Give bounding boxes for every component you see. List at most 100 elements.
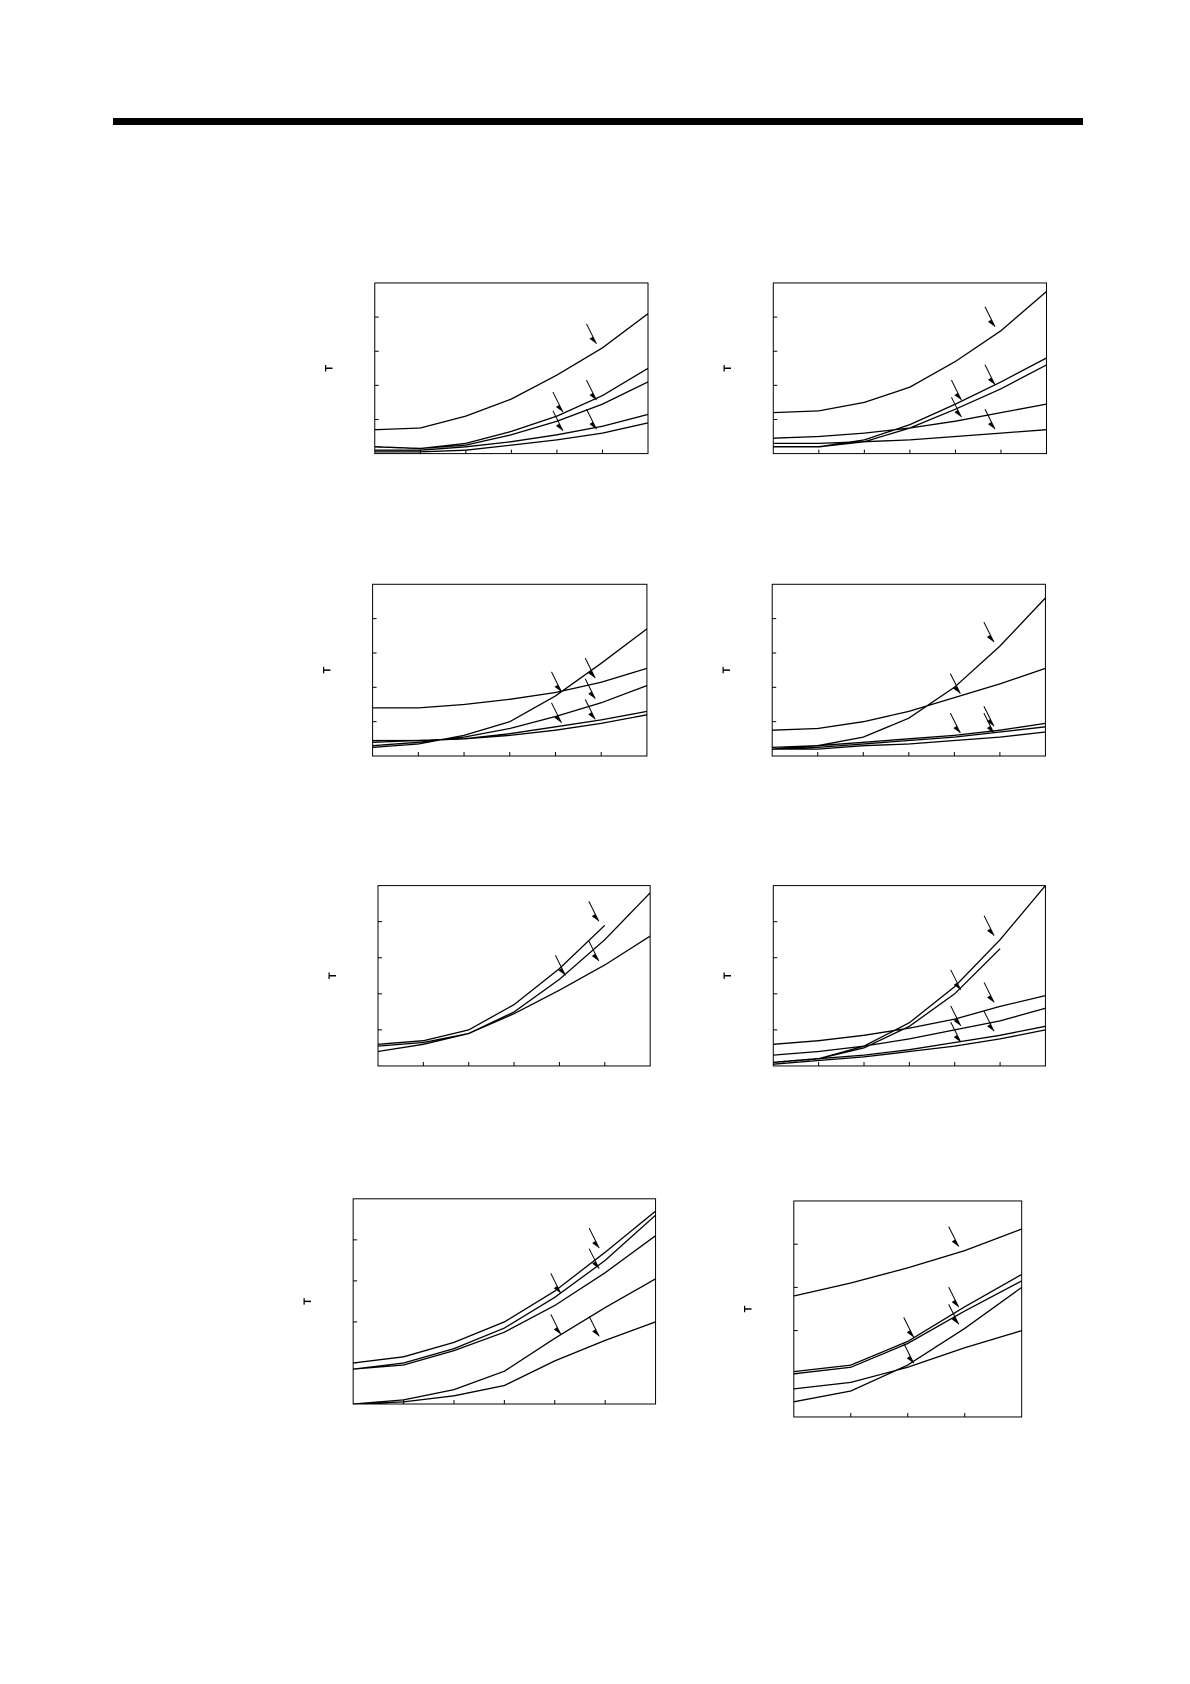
curve (772, 667, 1046, 731)
arrow (584, 657, 596, 679)
curve (773, 885, 1046, 1064)
y-axis-label: T (327, 972, 339, 979)
arrow-head (987, 928, 995, 936)
chart: T (324, 282, 649, 455)
arrow (588, 1227, 600, 1249)
arrow (588, 1248, 600, 1269)
arrow (949, 673, 961, 694)
arrow-head (906, 1330, 914, 1338)
chart: T (322, 583, 648, 757)
curve (353, 1214, 657, 1370)
arrow (983, 712, 995, 734)
curve (372, 710, 648, 743)
arrow (903, 1317, 915, 1338)
arrow-head (953, 726, 961, 734)
arrow (948, 1304, 960, 1325)
arrow (552, 410, 564, 432)
arrow (584, 699, 596, 720)
curve (773, 357, 1047, 448)
arrow-head (588, 712, 596, 720)
plot-frame (377, 885, 651, 1067)
curve (353, 1321, 656, 1405)
arrow (983, 1011, 995, 1032)
curve (772, 726, 1046, 750)
arrow-head (986, 726, 994, 734)
arrow-head (987, 995, 995, 1003)
curve (773, 1029, 1046, 1065)
arrow (584, 678, 596, 699)
curve (353, 1235, 656, 1370)
arrow-head (951, 1317, 959, 1325)
arrow-head (954, 393, 962, 401)
arrow (949, 712, 961, 734)
arrow (588, 1316, 600, 1337)
arrow-head (987, 319, 995, 327)
arrow (903, 1343, 915, 1364)
arrow (586, 323, 597, 345)
arrow (983, 982, 995, 1003)
y-axis-label: T (722, 365, 734, 372)
chart: T (302, 1198, 657, 1405)
curve (372, 628, 648, 749)
plot-frame (771, 583, 1046, 757)
curve (353, 1278, 656, 1405)
arrow-head (953, 982, 961, 990)
arrow (983, 621, 995, 643)
arrow-head (555, 405, 563, 413)
arrow-head (986, 719, 994, 727)
arrow-head (592, 1261, 600, 1269)
arrow-head (589, 393, 597, 401)
arrow (551, 671, 562, 693)
curve (773, 429, 1047, 445)
y-axis-label: T (302, 1298, 314, 1305)
y-axis-label: T (722, 972, 734, 979)
curve (773, 364, 1047, 448)
curve (793, 1286, 1023, 1403)
y-axis-label: T (322, 667, 334, 674)
curve (772, 722, 1046, 749)
arrow-head (554, 715, 562, 723)
arrow (984, 364, 996, 385)
arrow-head (558, 968, 566, 976)
curve (773, 403, 1047, 439)
curve (372, 684, 648, 747)
curve (372, 667, 648, 709)
curve (374, 313, 649, 431)
arrow-head (588, 671, 596, 679)
curve (772, 597, 1046, 750)
plot-frame (352, 1198, 657, 1405)
curve (377, 924, 606, 1045)
arrow (948, 1286, 960, 1308)
arrow (550, 1273, 562, 1294)
chart: T (327, 885, 651, 1067)
arrow-head (553, 1327, 561, 1335)
arrow (588, 901, 600, 922)
y-axis-label: T (721, 667, 733, 674)
arrow (950, 1021, 962, 1043)
curve (374, 422, 649, 453)
curve (773, 291, 1047, 414)
curve (793, 1273, 1023, 1373)
arrow (950, 969, 962, 991)
curve (377, 892, 651, 1047)
curve (793, 1329, 1022, 1390)
arrow (983, 706, 995, 727)
arrow-head (987, 422, 995, 430)
arrow (551, 702, 562, 724)
arrow (950, 396, 962, 418)
arrow (948, 1226, 960, 1247)
arrow (552, 391, 564, 413)
curve (773, 948, 1001, 1064)
arrow-head (954, 410, 962, 418)
arrow-head (951, 1239, 959, 1247)
curve (353, 1210, 657, 1364)
arrow-head (591, 953, 599, 961)
curve (793, 1228, 1022, 1297)
curve (374, 381, 649, 450)
arrow (950, 379, 962, 401)
arrow (586, 379, 597, 401)
chart: T (721, 583, 1046, 757)
arrow-head (987, 377, 995, 385)
arrow-head (953, 1018, 961, 1026)
